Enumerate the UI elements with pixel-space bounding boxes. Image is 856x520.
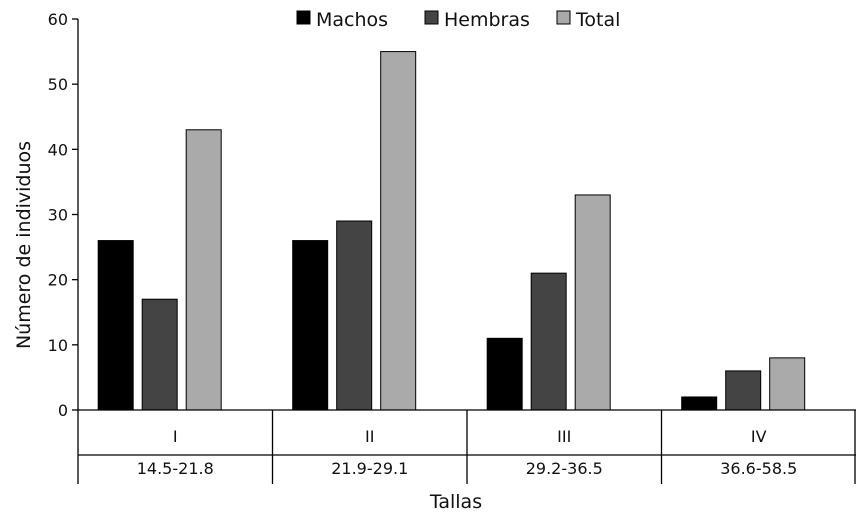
bar-hembras-iii: [530, 272, 567, 411]
category-label: III: [557, 427, 571, 446]
bar-total-ii: [380, 51, 417, 411]
bar-total-iii: [574, 194, 611, 411]
bar-machos-iii: [486, 337, 523, 411]
bar-hembras-i: [141, 298, 178, 411]
y-tick-label: 50: [48, 75, 68, 94]
category-label: II: [365, 427, 374, 446]
category-labels: I 14.5-21.8 II 21.9-29.1 III 29.2-36.5 IV 36.6-…: [137, 427, 798, 478]
bar-total-i: [185, 129, 222, 411]
legend-swatch-hembras: [424, 10, 439, 25]
legend: Machos Hembras Total: [296, 9, 620, 31]
bar-machos-i: [97, 240, 134, 411]
legend-swatch-total: [556, 10, 571, 25]
bar-machos-ii: [292, 240, 329, 411]
bar-hembras-ii: [336, 220, 373, 411]
bars: [97, 51, 806, 411]
y-tick-label: 10: [48, 336, 68, 355]
y-tick-label: 30: [48, 206, 68, 225]
bar-total-iv: [769, 357, 806, 411]
y-axis-ticks: 0 10 20 30 40 50 60: [48, 10, 78, 420]
y-tick-label: 20: [48, 271, 68, 290]
category-range-label: 36.6-58.5: [720, 459, 797, 478]
y-tick-label: 60: [48, 10, 68, 29]
x-axis-grid: [271, 410, 856, 484]
x-axis-title: Tallas: [429, 491, 482, 513]
legend-label-total: Total: [575, 9, 620, 31]
legend-swatch-machos: [296, 10, 311, 25]
legend-label-hembras: Hembras: [444, 9, 530, 31]
legend-label-machos: Machos: [316, 9, 388, 31]
y-tick-label: 0: [58, 401, 68, 420]
category-label: IV: [751, 427, 767, 446]
y-axis-title: Número de individuos: [13, 141, 35, 349]
bar-hembras-iv: [725, 370, 762, 411]
category-label: I: [173, 427, 178, 446]
category-range-label: 21.9-29.1: [331, 459, 408, 478]
y-tick-label: 40: [48, 140, 68, 159]
bar-machos-iv: [681, 396, 718, 411]
category-range-label: 14.5-21.8: [137, 459, 214, 478]
category-range-label: 29.2-36.5: [526, 459, 603, 478]
